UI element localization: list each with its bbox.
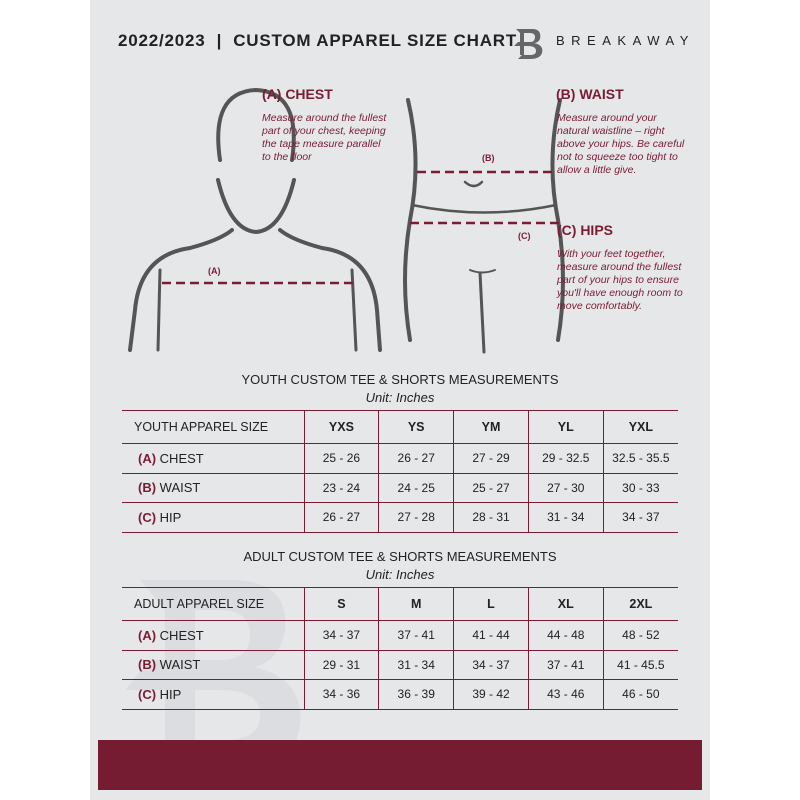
row-label: (C) HIP [122,502,304,533]
adult-unit: Unit: Inches [365,567,435,582]
chest-description: Measure around the fullest part of your … [262,112,387,163]
measurement-cell: 29 - 32.5 [527,443,604,474]
table-header-row: ADULT APPAREL SIZE S M L XL 2XL [122,587,678,621]
adult-size-table: ADULT APPAREL SIZE S M L XL 2XL (A) CHEST 34 - … [122,587,678,710]
row-label-text: WAIST [159,657,201,673]
header-cell: YL [527,410,604,444]
row-label-text: WAIST [159,480,201,496]
header-cell: ADULT APPAREL SIZE [122,587,304,621]
size-chart-page: 2022/2023 | CUSTOM APPAREL SIZE CHART BR… [90,0,710,800]
youth-size-table: YOUTH APPAREL SIZE YXS YS YM YL YXL (A) CHEST 2… [122,410,678,533]
waist-description: Measure around your natural waistline – … [557,112,685,176]
measurement-cell: 34 - 37 [602,502,678,533]
measurement-cell: 28 - 31 [453,502,529,533]
measurement-cell: 37 - 41 [378,620,454,651]
measurement-cell: 25 - 26 [303,443,379,474]
header-cell: L [453,587,529,621]
hips-marker: (C) [518,231,531,241]
table-row: (C) HIP 26 - 27 27 - 28 28 - 31 31 - 34 34 - … [122,502,678,533]
measurement-cell: 29 - 31 [303,650,379,680]
youth-title: YOUTH CUSTOM TEE & SHORTS MEASUREMENTS [241,372,559,387]
row-label-text: CHEST [159,450,204,466]
measurement-cell: 27 - 30 [527,473,604,503]
measurement-cell: 32.5 - 35.5 [602,443,678,474]
row-label: (A) CHEST [122,620,304,651]
row-letter: (A) [138,450,157,466]
measurement-cell: 43 - 46 [527,679,604,710]
row-label: (B) WAIST [122,473,304,503]
measurement-cell: 34 - 37 [303,620,379,651]
body-illustration [128,87,565,354]
header-cell: XL [527,587,604,621]
page-title: 2022/2023 | CUSTOM APPAREL SIZE CHART [118,31,518,50]
table-header-row: YOUTH APPAREL SIZE YXS YS YM YL YXL [122,410,678,444]
measurement-cell: 26 - 27 [303,502,379,533]
header-cell: YXS [303,410,379,444]
measurement-cell: 41 - 45.5 [602,650,678,680]
measurement-cell: 31 - 34 [378,650,454,680]
header-cell: YOUTH APPAREL SIZE [122,410,304,444]
adult-title: ADULT CUSTOM TEE & SHORTS MEASUREMENTS [243,549,557,564]
measurement-cell: 27 - 28 [378,502,454,533]
row-letter: (C) [138,509,157,525]
row-letter: (B) [138,480,157,496]
header-cell: M [378,587,454,621]
header-cell: YM [453,410,529,444]
measurement-cell: 37 - 41 [527,650,604,680]
table-row: (B) WAIST 29 - 31 31 - 34 34 - 37 37 - 41 41 … [122,650,678,680]
waist-heading: (B) WAIST [556,86,624,102]
header-cell: S [303,587,379,621]
hips-description: With your feet together, measure around … [557,248,683,312]
footer-bar [98,740,702,790]
measurement-cell: 44 - 48 [527,620,604,651]
measurement-cell: 41 - 44 [453,620,529,651]
chest-marker: (A) [208,266,221,276]
row-letter: (B) [138,657,157,673]
youth-unit: Unit: Inches [365,390,435,405]
measurement-cell: 23 - 24 [303,473,379,503]
row-label-text: CHEST [159,627,204,643]
header-cell: 2XL [602,587,678,621]
row-label: (B) WAIST [122,650,304,680]
measurement-cell: 34 - 36 [303,679,379,710]
measurement-cell: 24 - 25 [378,473,454,503]
measurement-cell: 46 - 50 [602,679,678,710]
table-row: (A) CHEST 25 - 26 26 - 27 27 - 29 29 - 32.5 3… [122,443,678,474]
youth-section-header: YOUTH CUSTOM TEE & SHORTS MEASUREMENTS U… [90,372,710,406]
adult-section-header: ADULT CUSTOM TEE & SHORTS MEASUREMENTS U… [90,549,710,583]
measurement-cell: 48 - 52 [602,620,678,651]
measurement-cell: 27 - 29 [453,443,529,474]
breakaway-logo-icon [514,29,543,59]
row-letter: (A) [138,627,157,643]
hips-heading: (C) HIPS [557,222,613,238]
row-label-text: HIP [159,509,182,525]
brand-name: BREAKAWAY [556,33,695,48]
measurement-cell: 39 - 42 [453,679,529,710]
row-label-text: HIP [159,686,182,702]
measurement-cell: 30 - 33 [602,473,678,503]
row-label: (A) CHEST [122,443,304,474]
measurement-cell: 26 - 27 [378,443,454,474]
measurement-cell: 25 - 27 [453,473,529,503]
row-label: (C) HIP [122,679,304,710]
table-row: (B) WAIST 23 - 24 24 - 25 25 - 27 27 - 30 30 … [122,473,678,503]
measurement-cell: 31 - 34 [527,502,604,533]
table-row: (C) HIP 34 - 36 36 - 39 39 - 42 43 - 46 46 - … [122,679,678,710]
chest-heading: (A) CHEST [262,86,333,102]
measurement-cell: 36 - 39 [378,679,454,710]
table-row: (A) CHEST 34 - 37 37 - 41 41 - 44 44 - 48 48 … [122,620,678,651]
waist-marker: (B) [482,153,495,163]
row-letter: (C) [138,686,157,702]
header-cell: YS [378,410,454,444]
measurement-cell: 34 - 37 [453,650,529,680]
header-cell: YXL [602,410,678,444]
